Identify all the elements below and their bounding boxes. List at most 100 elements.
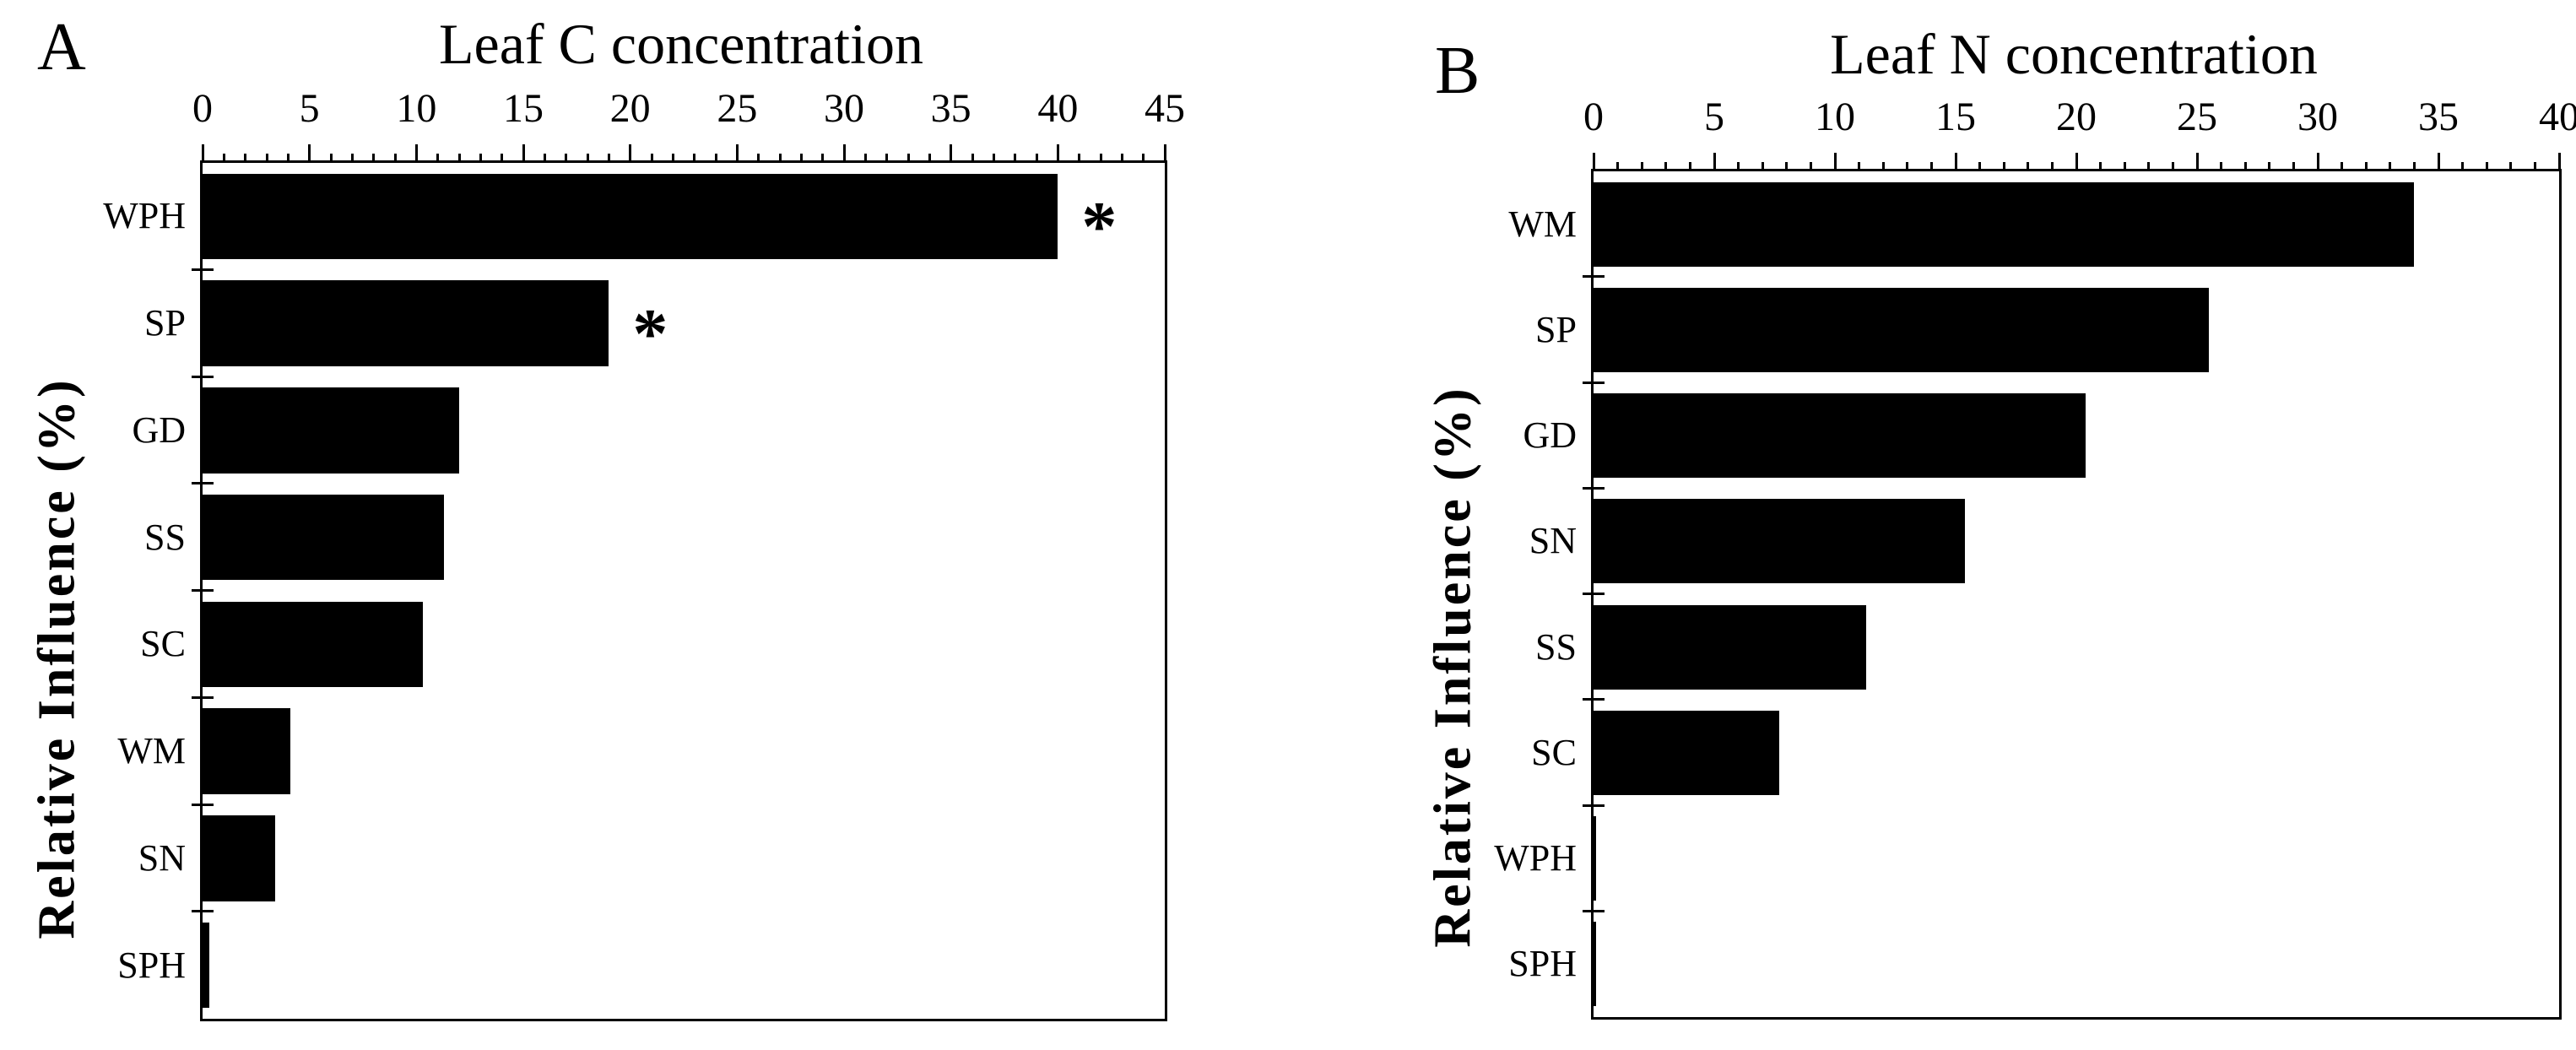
category-label-sn: SN [138,836,186,879]
x-axis-minor-tick [2341,162,2344,171]
x-axis-major-tick [1592,153,1595,171]
bar-ss [203,494,445,581]
x-axis-major-tick [2075,153,2078,171]
bar-row-sp: SP [1535,275,2559,382]
bar-row-sp: SP * [144,268,1165,377]
bar-row-ss: SS [1535,593,2559,700]
x-axis-minor-tick [1785,162,1789,171]
category-label-sp: SP [1535,308,1577,350]
bar-row-sn: SN [138,803,1165,912]
bar-row-wph: WPH * [103,163,1165,270]
x-tick-label: 40 [1037,86,1079,131]
x-axis-major-tick [735,144,739,163]
x-axis-major-tick [950,144,953,163]
x-axis-minor-tick [1664,162,1668,171]
x-axis-minor-tick [479,154,482,163]
x-axis-minor-tick [2389,162,2392,171]
x-tick-label: 30 [2297,95,2338,139]
x-axis-major-tick [522,144,525,163]
bar-sn [203,815,276,901]
x-tick-label: 35 [930,86,971,131]
x-axis-minor-tick [2243,162,2247,171]
bar-sph [203,922,209,1009]
category-label-sph: SPH [1508,943,1577,985]
x-tick-label: 10 [396,86,437,131]
y-axis-tick [192,910,214,913]
bar-row-ss: SS [144,482,1165,591]
x-axis-minor-tick [671,154,674,163]
x-tick-label: 0 [192,86,213,131]
x-axis-minor-tick [992,154,995,163]
bar-gd [203,387,459,474]
bar-sc [1594,710,1780,795]
bar-sn [1594,499,1966,584]
panel-a-title: Leaf C concentration [439,12,923,76]
x-axis-minor-tick [265,154,268,163]
x-tick-label: 35 [2418,95,2459,139]
x-axis-minor-tick [2050,162,2054,171]
panel-a-plot-area: 0 5 10 15 20 25 30 35 40 45 WPH * SP * GD SS SC WM SN SPH [103,87,1185,1021]
category-label-wm: WM [117,730,186,772]
x-axis-minor-tick [778,154,782,163]
x-axis-major-tick [201,144,204,163]
x-axis-major-tick [2437,153,2440,171]
x-axis-minor-tick [244,154,247,163]
category-label-gd: GD [1523,414,1577,457]
y-axis-tick [192,268,214,271]
x-axis-major-tick [1056,144,1059,163]
x-axis-major-tick [1833,153,1837,171]
x-axis-minor-tick [1120,154,1123,163]
x-axis-minor-tick [436,154,440,163]
x-tick-label: 5 [1704,95,1724,139]
x-axis-minor-tick [2364,162,2368,171]
panel-b-title: Leaf N concentration [1830,22,2318,86]
bar-sc [203,601,423,688]
bar-row-sn: SN [1529,486,2559,594]
category-label-sp: SP [144,302,186,344]
x-axis-minor-tick [2002,162,2005,171]
bar-gd [1594,393,2086,479]
x-axis-minor-tick [1929,162,1933,171]
category-label-ss: SS [1535,625,1577,668]
bar-row-wm: WM [1508,171,2559,277]
x-axis-minor-tick [799,154,803,163]
bar-sph [1594,922,1596,1007]
x-axis-minor-tick [565,154,568,163]
x-tick-label: 40 [2539,95,2576,139]
category-label-ss: SS [144,516,186,558]
x-axis-minor-tick [1809,162,1812,171]
category-label-wph: WPH [103,195,186,237]
x-axis-minor-tick [971,154,974,163]
significance-asterisk: * [632,295,668,374]
x-axis-minor-tick [650,154,653,163]
x-axis-minor-tick [906,154,910,163]
bar-sp [203,280,609,366]
x-axis-major-tick [414,144,418,163]
y-axis-tick [192,803,214,806]
x-axis-minor-tick [1858,162,1861,171]
bar-wph [1594,816,1596,901]
x-axis-minor-tick [286,154,290,163]
x-axis-minor-tick [885,154,889,163]
bar-row-gd: GD [132,375,1165,484]
bar-row-gd: GD [1523,381,2559,489]
bar-row-wph: WPH [1494,804,2559,912]
x-axis-minor-tick [2533,162,2536,171]
x-axis-minor-tick [2123,162,2126,171]
x-axis-minor-tick [2461,162,2465,171]
y-axis-tick [1583,593,1605,595]
y-axis-tick [1583,804,1605,807]
x-axis-major-tick [2557,153,2561,171]
y-axis-tick [1583,698,1605,701]
x-axis-major-tick [1163,144,1166,163]
x-axis-major-tick [1954,153,1957,171]
x-axis-major-tick [629,144,632,163]
x-axis-minor-tick [2412,162,2416,171]
bar-row-sc: SC [1531,698,2559,805]
x-tick-label: 15 [503,86,544,131]
bar-row-sph: SPH [1508,909,2559,1017]
x-axis-minor-tick [2027,162,2030,171]
category-label-sph: SPH [117,944,186,986]
